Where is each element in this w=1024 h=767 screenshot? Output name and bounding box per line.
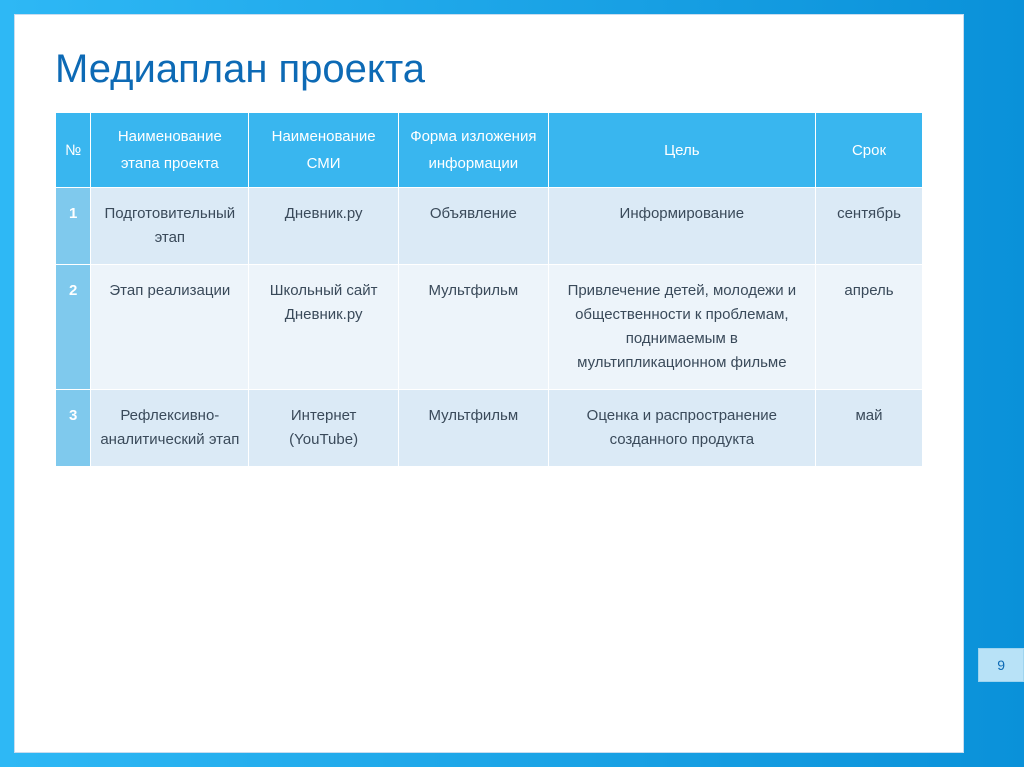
cell-form: Мультфильм	[398, 265, 548, 390]
col-header-form: Форма изложения информации	[398, 113, 548, 188]
col-header-num: №	[56, 113, 91, 188]
media-plan-table: № Наименование этапа проекта Наименовани…	[55, 112, 923, 467]
cell-term: сентябрь	[816, 188, 923, 265]
cell-stage: Подготовительный этап	[91, 188, 249, 265]
table-row: 2 Этап реализации Школьный сайт Дневник.…	[56, 265, 923, 390]
cell-media: Школьный сайт Дневник.ру	[249, 265, 399, 390]
slide-container: Медиаплан проекта № Наименование этапа п…	[14, 14, 964, 753]
table-row: 3 Рефлексивно-аналитический этап Интерне…	[56, 390, 923, 467]
cell-goal: Оценка и распространение созданного прод…	[548, 390, 815, 467]
cell-row-num: 2	[56, 265, 91, 390]
cell-stage: Рефлексивно-аналитический этап	[91, 390, 249, 467]
cell-media: Дневник.ру	[249, 188, 399, 265]
page-number-badge: 9	[978, 648, 1024, 682]
table-header-row: № Наименование этапа проекта Наименовани…	[56, 113, 923, 188]
cell-stage: Этап реализации	[91, 265, 249, 390]
cell-goal: Привлечение детей, молодежи и общественн…	[548, 265, 815, 390]
cell-form: Мультфильм	[398, 390, 548, 467]
cell-term: апрель	[816, 265, 923, 390]
cell-term: май	[816, 390, 923, 467]
cell-goal: Информирование	[548, 188, 815, 265]
cell-row-num: 3	[56, 390, 91, 467]
page-title: Медиаплан проекта	[15, 15, 963, 112]
table-row: 1 Подготовительный этап Дневник.ру Объяв…	[56, 188, 923, 265]
col-header-term: Срок	[816, 113, 923, 188]
col-header-media: Наименование СМИ	[249, 113, 399, 188]
media-plan-table-wrap: № Наименование этапа проекта Наименовани…	[15, 112, 963, 487]
cell-media: Интернет (YouTube)	[249, 390, 399, 467]
col-header-stage: Наименование этапа проекта	[91, 113, 249, 188]
col-header-goal: Цель	[548, 113, 815, 188]
cell-row-num: 1	[56, 188, 91, 265]
cell-form: Объявление	[398, 188, 548, 265]
